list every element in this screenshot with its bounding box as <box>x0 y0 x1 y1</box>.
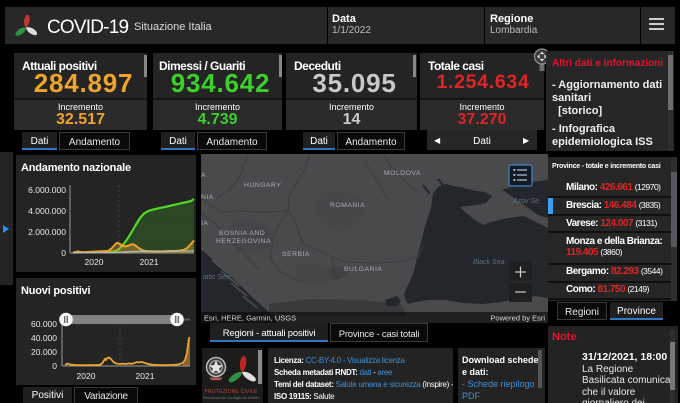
svg-text:BULGARIA: BULGARIA <box>344 266 382 273</box>
svg-text:Powered by Esri: Powered by Esri <box>490 314 545 323</box>
svg-text:NIA: NIA <box>201 194 214 201</box>
svg-text:BOSNIA AND: BOSNIA AND <box>219 230 265 237</box>
svg-text:A: A <box>201 172 206 179</box>
svg-text:2020: 2020 <box>85 257 104 267</box>
svg-text:Black Sea: Black Sea <box>473 259 505 266</box>
svg-text:MOLDOVA: MOLDOVA <box>384 170 421 177</box>
svg-text:2.000.000: 2.000.000 <box>28 227 66 237</box>
svg-text:60.000: 60.000 <box>31 319 57 329</box>
svg-text:2021: 2021 <box>140 257 159 267</box>
svg-text:HUNGARY: HUNGARY <box>244 182 281 189</box>
svg-text:6.000.000: 6.000.000 <box>28 185 66 195</box>
svg-text:ROMANIA: ROMANIA <box>330 202 365 209</box>
svg-text:2021: 2021 <box>136 371 155 381</box>
svg-text:Azov Se: Azov Se <box>512 198 539 205</box>
svg-text:4.000.000: 4.000.000 <box>28 206 66 216</box>
svg-text:20.000: 20.000 <box>31 347 57 357</box>
svg-text:Esri, HERE, Garmin, USGS: Esri, HERE, Garmin, USGS <box>204 314 296 323</box>
svg-text:0: 0 <box>52 361 57 371</box>
svg-text:HERZEGOVINA: HERZEGOVINA <box>216 238 271 245</box>
svg-text:iatic Sea: iatic Sea <box>203 274 230 281</box>
svg-text:IA: IA <box>201 220 208 227</box>
svg-text:40.000: 40.000 <box>31 333 57 343</box>
svg-text:0: 0 <box>61 248 66 258</box>
svg-text:2020: 2020 <box>77 371 96 381</box>
svg-text:SERBIA: SERBIA <box>282 251 310 258</box>
